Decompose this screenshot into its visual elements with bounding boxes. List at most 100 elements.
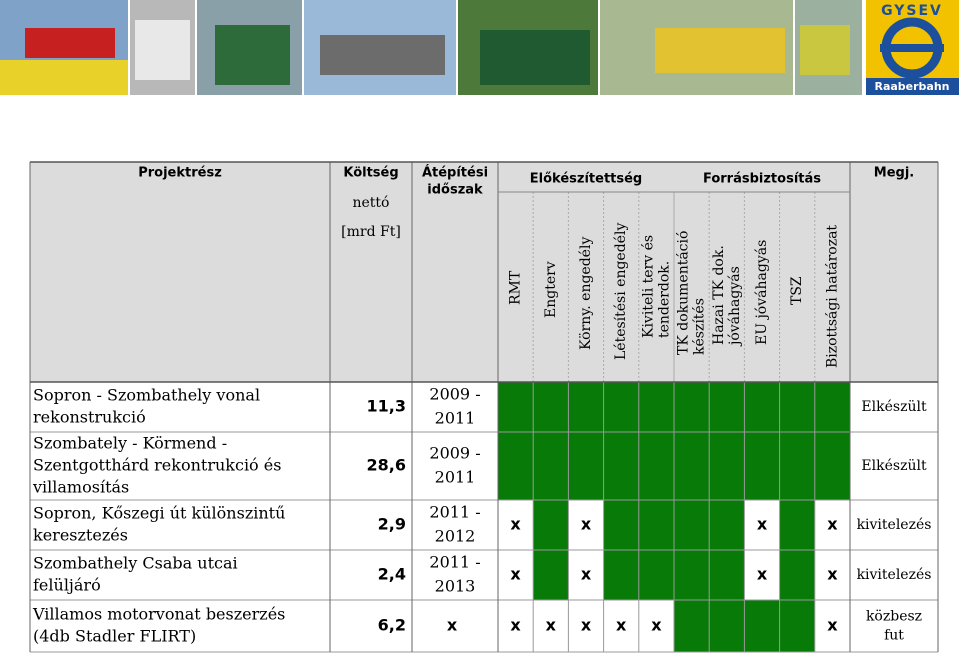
status-cell xyxy=(638,600,674,652)
status-cell xyxy=(603,550,639,600)
header-label: időszak xyxy=(427,183,483,198)
project-name: keresztezés xyxy=(33,526,128,545)
column-header: TSZ xyxy=(789,276,805,305)
group-label: Előkészítettség xyxy=(530,172,642,187)
photo-train xyxy=(655,28,785,73)
status-cell xyxy=(814,550,850,600)
status-mark: x xyxy=(616,616,627,635)
status-cell xyxy=(744,600,780,652)
status-cell xyxy=(814,432,850,500)
cost: 28,6 xyxy=(367,456,406,475)
status-cell xyxy=(779,600,815,652)
status-cell xyxy=(744,432,780,500)
column-header: EU jóváhagyás xyxy=(754,240,770,345)
logo-subtitle: Raaberbahn xyxy=(874,80,949,93)
status-mark: x xyxy=(827,515,838,534)
status-cell xyxy=(674,600,710,652)
header-label: Költség xyxy=(343,166,398,181)
status-cell xyxy=(498,382,534,432)
status-cell xyxy=(674,500,710,550)
banner: GYSEV Raaberbahn xyxy=(0,0,959,95)
status-cell xyxy=(568,382,604,432)
project-name: villamosítás xyxy=(32,478,129,497)
photo-train xyxy=(800,25,850,75)
status-cell xyxy=(498,600,534,652)
status-cell xyxy=(533,500,569,550)
photo-train xyxy=(135,20,190,80)
status-mark: x xyxy=(510,565,521,584)
cost: 2,9 xyxy=(378,515,406,534)
status-cell xyxy=(568,432,604,500)
status-cell xyxy=(709,550,745,600)
status-cell xyxy=(779,432,815,500)
header-label: Megj. xyxy=(874,166,914,181)
status-cell xyxy=(533,600,569,652)
status-cell xyxy=(744,500,780,550)
table: Projektrész Költség nettó [mrd Ft] Átépítési… xyxy=(29,161,939,653)
photo-train xyxy=(25,28,115,58)
status-cell xyxy=(779,382,815,432)
period: 2009 - xyxy=(429,444,480,463)
note: kivitelezés xyxy=(857,567,932,583)
status-cell xyxy=(498,500,534,550)
status-cell xyxy=(568,600,604,652)
photo-field xyxy=(0,60,128,95)
period: 2012 xyxy=(435,527,476,546)
status-mark: x xyxy=(510,616,521,635)
column-header: Bizottsági határozat xyxy=(824,225,840,368)
logo-mark xyxy=(880,44,944,52)
status-cell xyxy=(603,500,639,550)
status-cell xyxy=(638,500,674,550)
status-cell xyxy=(744,550,780,600)
logo-bar xyxy=(866,78,959,95)
period: 2011 xyxy=(435,468,476,487)
header-label: Átépítési xyxy=(422,165,488,181)
photo-train xyxy=(480,30,590,85)
period: 2011 - xyxy=(429,553,480,572)
period: 2013 xyxy=(435,577,476,596)
status-cell xyxy=(779,500,815,550)
status-cell xyxy=(779,550,815,600)
status-cell xyxy=(498,432,534,500)
photo-train xyxy=(215,25,290,85)
status-cell xyxy=(638,550,674,600)
column-header: Engterv xyxy=(543,261,559,318)
status-cell xyxy=(603,382,639,432)
column-header: jóváhagyás xyxy=(727,266,743,347)
status-cell xyxy=(638,432,674,500)
status-cell xyxy=(814,382,850,432)
cost: 11,3 xyxy=(367,397,406,416)
status-mark: x xyxy=(546,616,557,635)
column-header: készítés xyxy=(692,298,708,355)
status-cell xyxy=(568,500,604,550)
column-header: Körny. engedély xyxy=(578,237,594,350)
status-cell xyxy=(638,382,674,432)
note: közbesz xyxy=(866,609,922,625)
status-cell xyxy=(744,382,780,432)
header-bg xyxy=(30,162,938,382)
status-mark: x xyxy=(651,616,662,635)
status-cell xyxy=(814,600,850,652)
status-mark: x xyxy=(827,616,838,635)
status-cell xyxy=(603,432,639,500)
note: fut xyxy=(884,628,904,644)
column-header: Hazai TK dok. xyxy=(711,245,727,345)
status-mark: x xyxy=(581,616,592,635)
period: 2011 xyxy=(435,409,476,428)
note: kivitelezés xyxy=(857,517,932,533)
header-label: nettó xyxy=(353,195,390,211)
status-cell xyxy=(533,382,569,432)
note: Elkészült xyxy=(861,399,927,415)
project-name: rekonstrukció xyxy=(33,408,146,427)
cost: 2,4 xyxy=(378,565,406,584)
project-name: Villamos motorvonat beszerzés xyxy=(32,605,285,624)
column-header: RMT xyxy=(508,270,524,305)
status-cell xyxy=(533,550,569,600)
column-header: tenderdok. xyxy=(656,261,672,338)
status-cell xyxy=(568,550,604,600)
cost: 6,2 xyxy=(378,616,406,635)
status-cell xyxy=(709,500,745,550)
period: 2009 - xyxy=(429,385,480,404)
project-name: Sopron, Kőszegi út különszintű xyxy=(33,504,285,523)
status-cell xyxy=(603,600,639,652)
